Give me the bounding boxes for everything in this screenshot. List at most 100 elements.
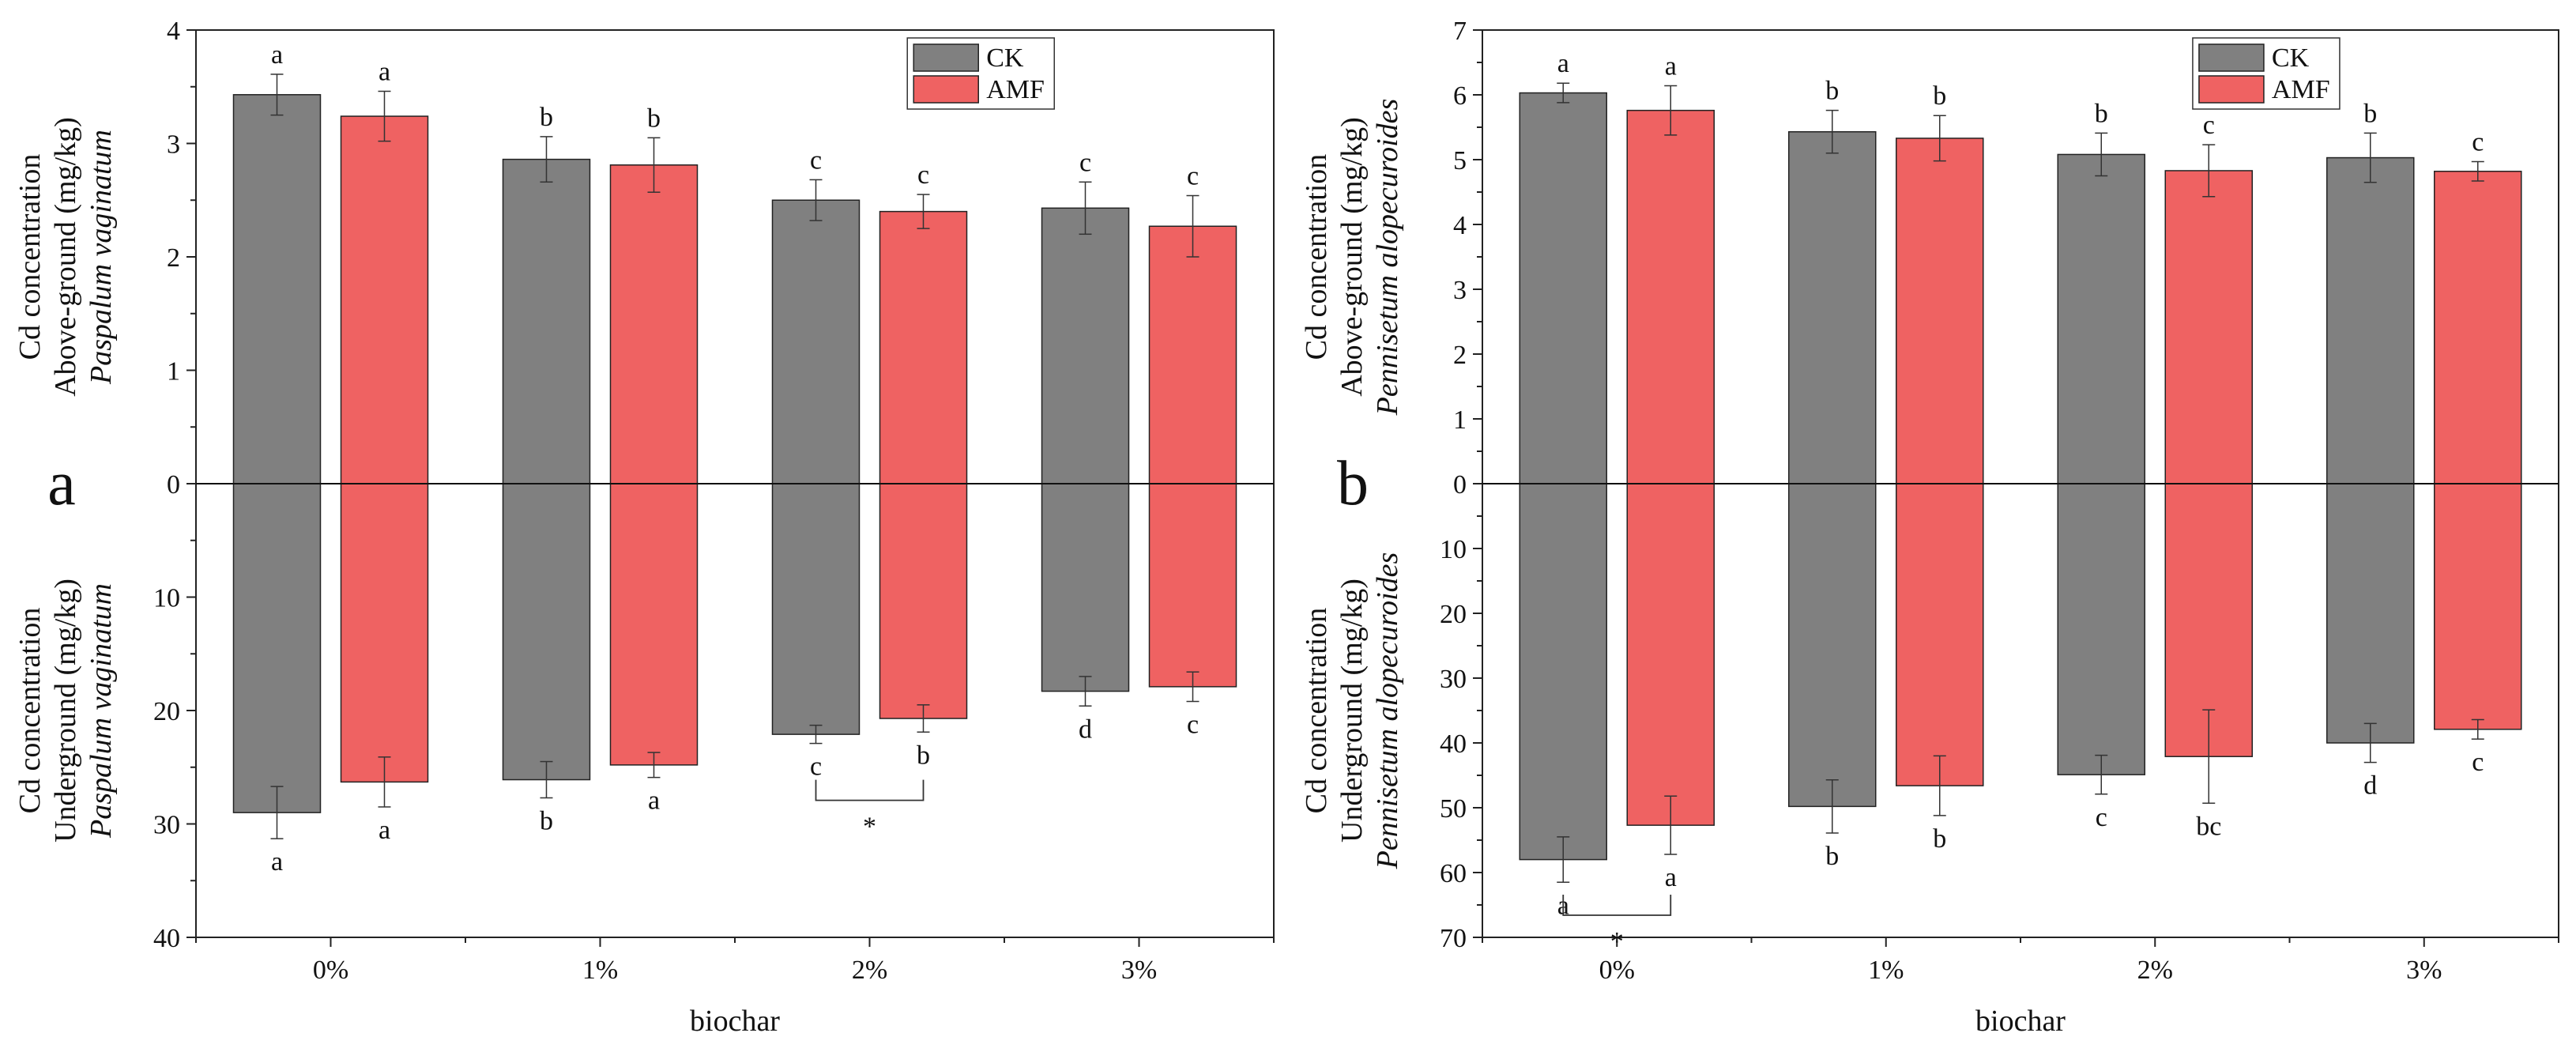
y-tick-label: 10: [153, 584, 180, 613]
bar-bottom-AMF-1%: [609, 483, 699, 766]
x-axis-label: biochar: [1975, 1005, 2066, 1038]
bar-top-AMF-3%: [1148, 225, 1237, 484]
bar-top-CK-1%: [502, 158, 591, 484]
y-tick-label: 2: [167, 243, 180, 273]
bar-bottom-CK-0%: [1519, 483, 1607, 861]
significance-letter-top: a: [1557, 49, 1569, 78]
significance-letter-bottom: d: [1079, 714, 1092, 744]
bar-top-CK-3%: [1041, 207, 1130, 484]
significance-letter-bottom: b: [540, 806, 553, 835]
bar-bottom-CK-3%: [2326, 483, 2415, 744]
x-tick-label: 0%: [1599, 956, 1635, 985]
significance-letter-top: c: [917, 160, 929, 190]
significance-letter-top: b: [647, 104, 661, 133]
x-tick-label: 2%: [852, 956, 887, 985]
bar-top-CK-2%: [2057, 153, 2145, 484]
x-axis-label: biochar: [690, 1005, 780, 1038]
bar-top-AMF-1%: [1896, 138, 1984, 484]
bar-bottom-CK-1%: [1788, 483, 1877, 808]
significance-letter-bottom: d: [2363, 771, 2377, 801]
y-tick-label: 1: [1453, 405, 1467, 435]
y-tick-label: 4: [1453, 211, 1467, 240]
y-tick-label: 20: [153, 697, 180, 726]
bar-bottom-AMF-2%: [879, 483, 968, 719]
chart-panel-b: 0 1 2 3 4 5 6 7 10 20 30 40 50 60 70 0% 1% 2% 3% biochar a a b…: [1300, 17, 2559, 1038]
x-tick-label: 1%: [1868, 956, 1904, 985]
legend-label: AMF: [2272, 75, 2330, 104]
bar-bottom-CK-2%: [2057, 483, 2145, 775]
panel-letter: b: [1337, 449, 1369, 518]
significance-letter-bottom: a: [648, 786, 660, 816]
legend-label: CK: [986, 43, 1024, 73]
x-tick-label: 1%: [582, 956, 618, 985]
significance-letter-bottom: b: [1825, 842, 1839, 871]
y-axis-label-top: Pennisetum alopecuroides: [1371, 99, 1404, 417]
significance-letter-bottom: a: [271, 847, 283, 876]
significance-letter-bottom: a: [1665, 863, 1677, 892]
y-tick-label: 40: [153, 924, 180, 953]
significance-letter-top: c: [810, 145, 822, 175]
significance-bracket: [1562, 895, 1672, 916]
bar-bottom-CK-3%: [1041, 483, 1130, 692]
significance-letter-top: c: [1079, 148, 1091, 177]
significance-letter-top: b: [1933, 81, 1946, 111]
significance-letter-top: c: [2472, 127, 2484, 156]
y-tick-label: 70: [1440, 924, 1467, 953]
chart-panel-a: 0 1 2 3 4 10 20 30 40 0% 1% 2% 3% biochar a a b b c c c d a a b a…: [13, 17, 1275, 1038]
y-tick-label: 1: [167, 357, 180, 386]
bar-top-CK-0%: [232, 94, 322, 484]
y-tick-label: 2: [1453, 341, 1467, 370]
y-axis-label-top: Cd concentration: [1300, 154, 1333, 360]
bar-top-AMF-0%: [1626, 109, 1715, 484]
bar-bottom-AMF-0%: [340, 483, 429, 783]
significance-letter-top: b: [1825, 77, 1839, 106]
significance-bracket: [815, 779, 925, 801]
significance-letter-bottom: c: [810, 752, 822, 782]
significance-letter-bottom: c: [1187, 711, 1199, 740]
bar-top-CK-2%: [771, 199, 861, 484]
y-tick-label: 0: [167, 470, 180, 499]
legend-swatch-CK: [913, 43, 979, 72]
y-axis-label-top: Paspalum vaginatum: [85, 130, 118, 385]
panel-letter: a: [47, 449, 76, 518]
y-tick-label: 4: [167, 17, 180, 46]
significance-letter-top: a: [378, 57, 390, 86]
bar-top-AMF-1%: [609, 164, 699, 484]
significance-letter-top: a: [271, 40, 283, 70]
significance-letter-top: c: [1187, 162, 1199, 191]
bar-bottom-AMF-3%: [2434, 483, 2522, 730]
bar-top-CK-1%: [1788, 130, 1877, 484]
bar-top-AMF-2%: [879, 210, 968, 484]
x-tick-label: 2%: [2137, 956, 2173, 985]
bar-bottom-CK-2%: [771, 483, 861, 735]
bar-top-AMF-3%: [2434, 171, 2522, 484]
y-axis-label-top: Above-ground (mg/kg): [1335, 117, 1369, 397]
significance-letter-top: b: [540, 103, 553, 132]
y-tick-label: 7: [1453, 17, 1467, 46]
legend-label: CK: [2272, 43, 2310, 73]
significance-asterisk: *: [1610, 927, 1624, 956]
bar-top-CK-3%: [2326, 156, 2415, 484]
y-tick-label: 10: [1440, 535, 1467, 564]
x-tick-label: 0%: [313, 956, 348, 985]
significance-letter-bottom: c: [2096, 803, 2107, 832]
significance-letter-bottom: b: [917, 741, 930, 770]
significance-letter-top: a: [1665, 52, 1677, 81]
significance-letter-bottom: b: [1933, 824, 1946, 854]
y-tick-label: 50: [1440, 794, 1467, 824]
y-axis-label-bottom: Cd concentration: [13, 608, 47, 814]
bar-top-AMF-2%: [2164, 170, 2253, 484]
y-tick-label: 60: [1440, 859, 1467, 888]
significance-asterisk: *: [863, 812, 876, 842]
significance-letter-bottom: a: [378, 816, 390, 845]
legend-swatch-AMF: [913, 75, 979, 104]
significance-letter-top: b: [2363, 99, 2377, 128]
significance-letter-top: b: [2095, 99, 2108, 128]
bar-top-AMF-0%: [340, 115, 429, 484]
bar-bottom-AMF-1%: [1896, 483, 1984, 786]
y-axis-label-bottom: Paspalum vaginatum: [85, 583, 118, 839]
y-tick-label: 40: [1440, 729, 1467, 759]
x-tick-label: 3%: [2406, 956, 2442, 985]
